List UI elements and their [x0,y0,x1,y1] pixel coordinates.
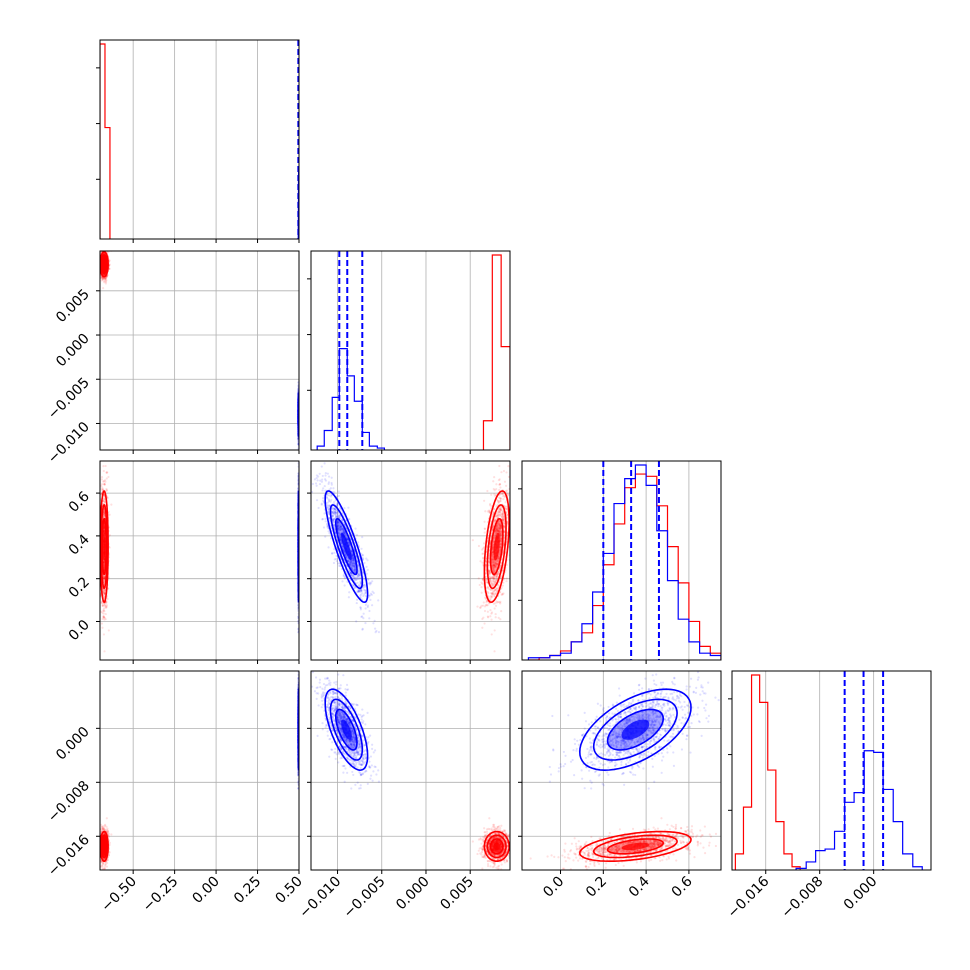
sample-point [101,627,103,629]
panel-frame [100,251,299,450]
sample-point [103,278,105,280]
sample-point [107,476,109,478]
sample-point [97,544,99,546]
sample-point [101,483,103,485]
marginal-panel-0 [100,40,299,239]
sample-point [105,605,107,607]
sample-point [103,650,105,652]
sample-point [104,501,106,503]
sample-point [108,629,110,631]
sample-point [103,245,105,247]
sample-point [110,504,112,506]
sample-point [103,633,105,635]
sample-point [105,282,107,284]
sample-point [104,483,106,485]
sample-point [102,287,104,289]
sample-point [105,471,107,473]
joint-panel-1-0 [97,245,300,453]
panel-frame [311,251,510,450]
sample-point [98,265,100,267]
sample-point [109,514,111,516]
sample-point [102,605,104,607]
sample-point [103,248,105,250]
sample-point [97,262,99,264]
sample-point [104,247,106,249]
sample-point [104,247,106,249]
sample-point [101,249,103,251]
sample-point [97,265,99,267]
sample-point [103,616,105,618]
sample-point [98,542,100,544]
sample-point [105,279,107,281]
marginal-panel-1 [317,251,510,450]
sample-point [105,465,107,467]
sample-point [106,477,108,479]
sample-point [102,248,104,250]
sample-point [105,613,107,615]
joint-panel-2-0 [97,449,300,660]
sample-point [104,458,106,460]
sample-point [107,598,109,600]
sample-point [107,455,109,457]
sample-point [104,246,106,248]
sample-point [106,245,108,247]
sample-point [103,470,105,472]
red-histogram [100,44,110,239]
sample-point [104,248,106,250]
sample-point [103,577,105,579]
sample-point [109,534,111,536]
sample-point [103,607,105,609]
sample-point [102,610,104,612]
sample-point [101,622,103,624]
sample-point [102,480,104,482]
red-histogram [483,255,510,450]
sample-point [101,248,103,250]
sample-point [105,489,107,491]
sample-point [103,247,105,249]
sample-point [102,465,104,467]
blue-histogram [317,349,384,450]
sample-point [97,494,99,496]
panel-frame [100,40,299,239]
sample-point [102,612,104,614]
sample-point [101,476,103,478]
sample-point [105,248,107,250]
sample-point [104,479,106,481]
sample-point [101,478,103,480]
